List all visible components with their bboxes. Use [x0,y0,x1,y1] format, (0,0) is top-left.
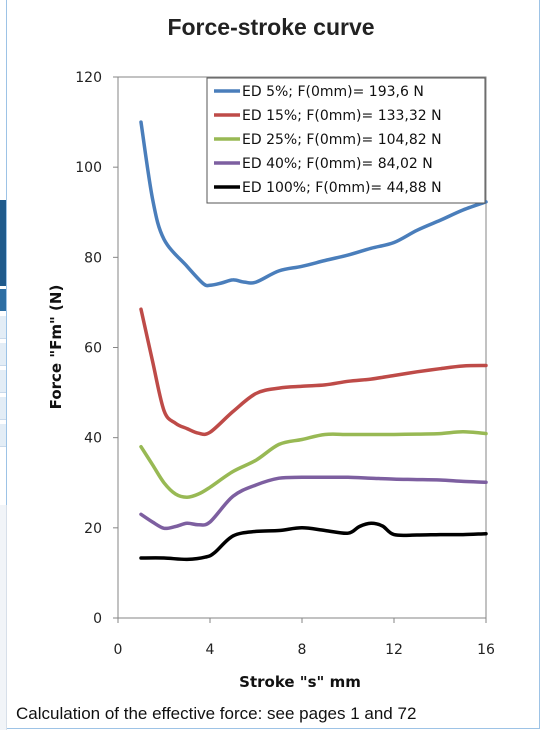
y-tick-label: 0 [93,611,102,627]
side-nav-tab-active[interactable] [0,200,6,286]
side-nav-tab[interactable] [0,343,6,366]
y-tick-label: 40 [84,431,102,447]
chart-legend: ED 5%; F(0mm)= 193,6 N ED 15%; F(0mm)= 13… [206,77,486,204]
legend-entry: ED 40%; F(0mm)= 84,02 N [242,156,433,172]
legend-entry: ED 5%; F(0mm)= 193,6 N [242,84,424,100]
legend-entry: ED 100%; F(0mm)= 44,88 N [242,180,442,196]
y-tick-label: 80 [84,250,102,266]
x-tick-label: 4 [206,642,215,658]
x-axis-ticks: 0 4 8 12 16 [114,618,495,658]
force-stroke-chart: 0 20 40 60 80 100 120 0 4 8 12 16 Stroke "s" mm Fo… [47,70,495,691]
y-tick-label: 100 [75,160,102,176]
x-axis-label: Stroke "s" mm [239,673,361,691]
x-tick-label: 12 [385,642,403,658]
series-lines [139,120,488,562]
series-line-2 [139,430,488,499]
side-nav-tab[interactable] [0,397,6,420]
y-tick-label: 60 [84,341,102,357]
legend-entry: ED 15%; F(0mm)= 133,32 N [242,108,442,124]
x-tick-label: 16 [477,642,495,658]
y-tick-label: 20 [84,521,102,537]
side-nav-tab[interactable] [0,370,6,393]
legend-entry: ED 25%; F(0mm)= 104,82 N [242,132,442,148]
x-tick-label: 0 [114,642,123,658]
legend-box [206,77,486,204]
x-tick-label: 8 [298,642,307,658]
series-line-3 [139,475,488,531]
series-line-1 [139,307,488,437]
side-nav-tab[interactable] [0,289,6,311]
side-panel [0,505,7,730]
y-axis-ticks: 0 20 40 60 80 100 120 [75,70,118,627]
series-line-0 [139,120,488,288]
chart-title: Force-stroke curve [167,14,375,40]
side-nav-tab[interactable] [0,316,6,339]
figure-caption: Calculation of the effective force: see … [16,704,417,723]
y-tick-label: 120 [75,70,102,86]
side-nav-tab[interactable] [0,424,6,447]
series-line-4 [139,521,488,562]
y-axis-label: Force "Fm" (N) [47,285,65,410]
